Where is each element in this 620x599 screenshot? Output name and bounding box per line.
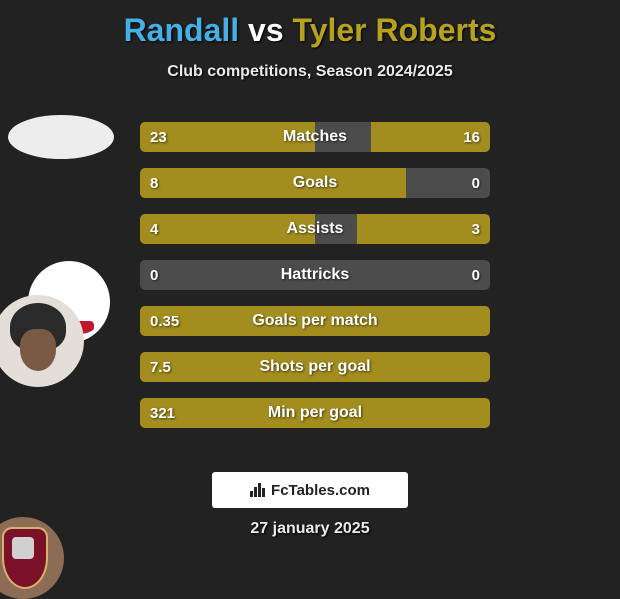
comparison-title: Randall vs Tyler Roberts — [0, 0, 620, 49]
stat-row: 80Goals — [140, 168, 490, 198]
stat-row: 321Min per goal — [140, 398, 490, 428]
snapshot-date: 27 january 2025 — [0, 520, 620, 538]
branding-badge[interactable]: FcTables.com — [212, 472, 408, 508]
stat-label: Min per goal — [140, 398, 490, 428]
vs-text: vs — [248, 12, 284, 48]
bar-chart-icon — [250, 483, 265, 497]
stat-label: Goals — [140, 168, 490, 198]
stat-row: 43Assists — [140, 214, 490, 244]
stat-label: Goals per match — [140, 306, 490, 336]
stat-row: 00Hattricks — [140, 260, 490, 290]
stat-label: Hattricks — [140, 260, 490, 290]
player1-avatar — [8, 115, 114, 159]
stat-label: Shots per goal — [140, 352, 490, 382]
player2-avatar — [0, 295, 84, 387]
stat-label: Assists — [140, 214, 490, 244]
player1-name: Randall — [124, 12, 240, 48]
subtitle: Club competitions, Season 2024/2025 — [0, 63, 620, 81]
stats-container: 2316Matches 80Goals 43Assists 00Hattricks 0.… — [140, 122, 490, 444]
stat-row: 7.5Shots per goal — [140, 352, 490, 382]
stat-label: Matches — [140, 122, 490, 152]
stat-row: 2316Matches — [140, 122, 490, 152]
player2-name: Tyler Roberts — [293, 12, 497, 48]
branding-text: FcTables.com — [271, 482, 370, 499]
stat-row: 0.35Goals per match — [140, 306, 490, 336]
